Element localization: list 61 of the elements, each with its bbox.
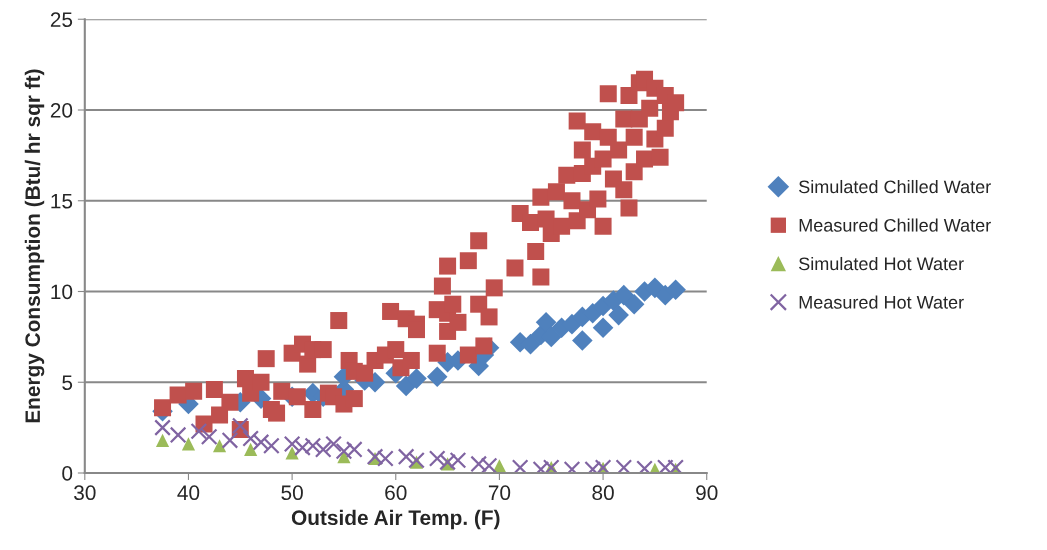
point: [428, 450, 446, 467]
point: [244, 442, 258, 456]
point: [221, 431, 239, 449]
legend-label: Measured Chilled Water: [799, 218, 991, 232]
point: [345, 441, 363, 458]
point: [636, 460, 653, 473]
point: [623, 293, 645, 315]
x-tick-label: 40: [177, 485, 200, 501]
point: [169, 426, 187, 444]
point: [592, 317, 614, 339]
point: [314, 441, 332, 458]
y-tick-label: 5: [62, 375, 73, 390]
point: [283, 435, 301, 453]
x-axis-title: Outside Air Temp. (F): [291, 509, 500, 530]
x-tick-label: 80: [592, 485, 614, 501]
point: [200, 428, 218, 446]
point: [325, 435, 342, 453]
point: [304, 437, 322, 455]
x-tick-label: 60: [385, 485, 407, 501]
point: [480, 457, 498, 473]
y-tick-label: 20: [50, 103, 73, 118]
point: [155, 433, 170, 447]
point: [190, 422, 208, 440]
point: [377, 450, 394, 467]
point: [439, 453, 456, 471]
point: [449, 451, 467, 469]
point: [285, 446, 299, 460]
point: [154, 419, 171, 437]
point: [212, 439, 227, 453]
point: [426, 366, 448, 388]
point: [572, 330, 593, 351]
x-tick-label: 70: [488, 485, 511, 501]
point: [294, 439, 311, 456]
x-tick-label: 90: [696, 485, 718, 501]
y-tick-label: 10: [51, 284, 73, 300]
point: [535, 312, 557, 333]
point: [644, 277, 666, 299]
point: [406, 368, 427, 389]
legend-label: Simulated Hot Water: [799, 256, 964, 271]
point: [408, 451, 425, 469]
point: [470, 455, 488, 473]
point: [397, 448, 415, 466]
point: [252, 433, 270, 451]
point: [335, 442, 353, 460]
point: [181, 437, 196, 451]
point: [615, 459, 633, 473]
y-tick-label: 0: [62, 466, 73, 481]
point: [665, 279, 686, 300]
point: [608, 304, 629, 326]
legend-label: Measured Hot Water: [799, 295, 964, 309]
point: [242, 430, 260, 447]
point: [511, 459, 529, 473]
point: [262, 437, 280, 455]
point: [613, 284, 635, 306]
x-tick-label: 30: [74, 485, 96, 501]
y-axis-title: Energy Consumption (Btu/ hr sqr ft): [24, 69, 45, 423]
y-tick-label: 15: [51, 193, 73, 209]
x-tick-label: 50: [281, 485, 303, 501]
legend-label: Simulated Chilled Water: [799, 179, 991, 194]
point: [492, 459, 507, 473]
y-tick-label: 25: [50, 12, 73, 27]
